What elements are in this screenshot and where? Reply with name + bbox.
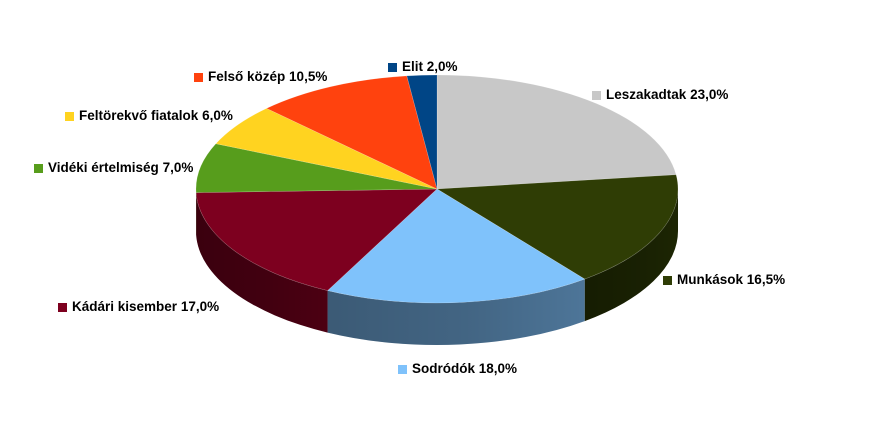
slice-label-felso-kozep: Felső közép 10,5% — [194, 69, 327, 85]
slice-label-leszakadtak: Leszakadtak 23,0% — [592, 87, 728, 103]
slice-label-feltorekvo-fiatalok: Feltörekvő fiatalok 6,0% — [65, 108, 233, 124]
slice-label-elit: Elit 2,0% — [388, 59, 458, 75]
slice-name: Sodródók — [412, 361, 475, 376]
slice-label-munkasok: Munkások 16,5% — [663, 272, 785, 288]
legend-key — [663, 275, 672, 285]
slice-value: 16,5% — [746, 272, 786, 287]
slice-label-videki-ertelmiseg: Vidéki értelmiség 7,0% — [34, 160, 193, 176]
legend-key — [194, 72, 203, 82]
slice-value: 7,0% — [162, 160, 194, 175]
slice-name: Elit — [402, 59, 424, 74]
slice-name: Kádári kisember — [72, 299, 178, 314]
legend-key — [388, 62, 397, 72]
slice-name: Munkások — [677, 272, 744, 287]
legend-key — [398, 364, 407, 374]
pie-slice-videki-ertelmiseg — [195, 143, 438, 193]
pie-side-shade-kadari-kisember — [196, 192, 328, 333]
slice-name: Leszakadtak — [606, 87, 687, 102]
pie-slice-kadari-kisember — [195, 188, 438, 291]
pie-sides — [196, 189, 678, 345]
pie-tops — [195, 74, 679, 304]
pie-slice-leszakadtak — [436, 74, 677, 190]
legend-key — [58, 302, 67, 312]
pie-slice-sodrodok — [326, 188, 586, 304]
slice-value: 10,5% — [289, 69, 328, 84]
slice-label-sodrodok: Sodródók 18,0% — [398, 361, 517, 377]
pie-side-shade-munkasok — [584, 189, 678, 322]
legend-key — [65, 111, 74, 121]
slice-name: Felső közép — [208, 69, 286, 84]
slice-value: 17,0% — [180, 299, 220, 314]
slice-name: Vidéki értelmiség — [48, 160, 159, 175]
pie-slice-elit — [406, 74, 438, 190]
slice-value: 18,0% — [478, 361, 518, 376]
pie-side-shade-sodrodok — [327, 279, 585, 345]
slice-label-kadari-kisember: Kádári kisember 17,0% — [58, 299, 219, 315]
pie-slice-munkasok — [436, 174, 679, 280]
slice-value: 6,0% — [202, 108, 233, 123]
legend-key — [592, 90, 601, 100]
slice-value: 23,0% — [690, 87, 729, 102]
legend-key — [34, 163, 43, 173]
pie-slice-feltorekvo-fiatalok — [215, 108, 438, 190]
slice-name: Feltörekvő fiatalok — [79, 108, 199, 123]
slice-value: 2,0% — [426, 59, 458, 74]
pie-slice-felso-kozep — [265, 75, 438, 190]
